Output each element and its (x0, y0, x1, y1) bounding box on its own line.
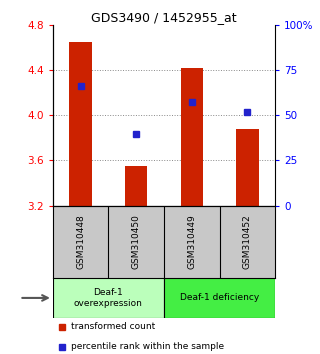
Text: GSM310452: GSM310452 (243, 215, 252, 269)
Bar (53, 278, 164, 318)
Title: GDS3490 / 1452955_at: GDS3490 / 1452955_at (91, 11, 237, 24)
Text: transformed count: transformed count (71, 322, 155, 331)
Text: percentile rank within the sample: percentile rank within the sample (71, 342, 224, 351)
Bar (236, 129, 259, 206)
Text: Deaf-1 deficiency: Deaf-1 deficiency (180, 293, 259, 302)
Text: GSM310449: GSM310449 (187, 215, 196, 269)
Bar (181, 68, 203, 206)
Text: Deaf-1
overexpression: Deaf-1 overexpression (74, 288, 143, 308)
Bar (164, 278, 275, 318)
Text: GSM310450: GSM310450 (132, 215, 141, 269)
Text: GSM310448: GSM310448 (76, 215, 85, 269)
Bar (125, 166, 147, 206)
Bar (69, 42, 92, 206)
